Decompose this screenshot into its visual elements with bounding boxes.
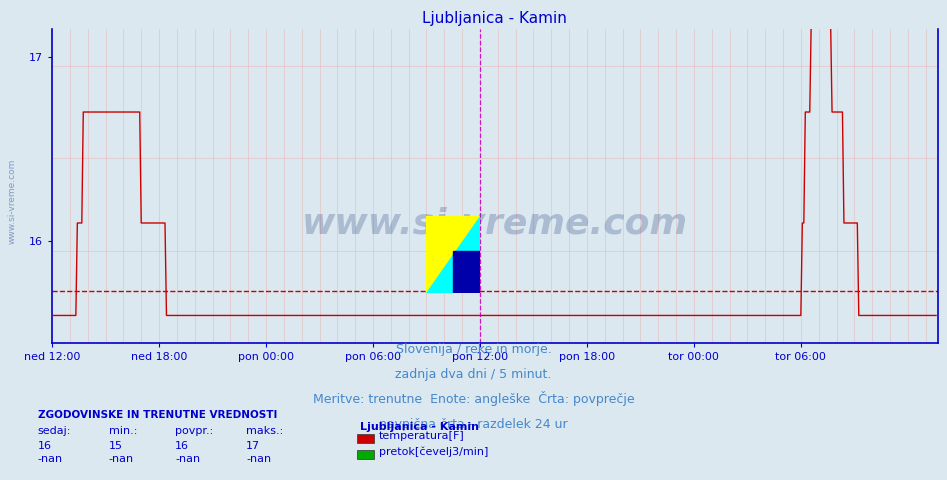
Text: -nan: -nan [109, 454, 134, 464]
Text: www.si-vreme.com: www.si-vreme.com [8, 159, 17, 244]
Text: 16: 16 [38, 441, 52, 451]
Text: Ljubljanica - Kamin: Ljubljanica - Kamin [360, 421, 479, 432]
Text: zadnja dva dni / 5 minut.: zadnja dva dni / 5 minut. [395, 368, 552, 381]
Text: 17: 17 [246, 441, 260, 451]
Polygon shape [426, 216, 480, 293]
Polygon shape [426, 216, 480, 293]
Text: temperatura[F]: temperatura[F] [379, 431, 465, 441]
Text: www.si-vreme.com: www.si-vreme.com [302, 207, 688, 241]
Text: povpr.:: povpr.: [175, 426, 213, 436]
Text: maks.:: maks.: [246, 426, 283, 436]
Bar [454, 251, 480, 293]
Text: sedaj:: sedaj: [38, 426, 71, 436]
Text: Meritve: trenutne  Enote: angleške  Črta: povprečje: Meritve: trenutne Enote: angleške Črta: … [313, 391, 634, 406]
Text: navpična črta - razdelek 24 ur: navpična črta - razdelek 24 ur [379, 418, 568, 431]
Text: 15: 15 [109, 441, 123, 451]
Title: Ljubljanica - Kamin: Ljubljanica - Kamin [422, 11, 567, 26]
Text: ZGODOVINSKE IN TRENUTNE VREDNOSTI: ZGODOVINSKE IN TRENUTNE VREDNOSTI [38, 409, 277, 420]
Text: -nan: -nan [246, 454, 272, 464]
Text: -nan: -nan [175, 454, 201, 464]
Text: -nan: -nan [38, 454, 63, 464]
Text: 16: 16 [175, 441, 189, 451]
Text: Slovenija / reke in morje.: Slovenija / reke in morje. [396, 343, 551, 356]
Text: pretok[čevelj3/min]: pretok[čevelj3/min] [379, 446, 488, 456]
Text: min.:: min.: [109, 426, 137, 436]
